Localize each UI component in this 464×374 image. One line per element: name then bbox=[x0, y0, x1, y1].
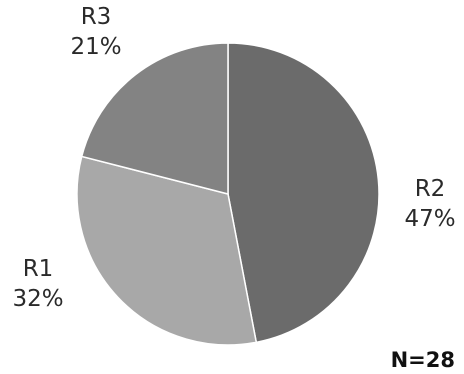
pie-slice-name-r2: R2 bbox=[415, 176, 446, 202]
pie-slice-percent-r1: 32% bbox=[12, 286, 63, 312]
pie-slice-name-r1: R1 bbox=[23, 256, 54, 282]
pie-slice-labels: R2 47% R1 32% R3 21% bbox=[12, 4, 455, 312]
pie-slice-percent-r3: 21% bbox=[70, 34, 121, 60]
pie-slice-r3 bbox=[80, 42, 229, 195]
pie-slices bbox=[76, 42, 380, 346]
pie-slice-r1 bbox=[76, 155, 258, 346]
pie-slice-percent-r2: 47% bbox=[404, 206, 455, 232]
pie-slice-name-r3: R3 bbox=[81, 4, 112, 30]
sample-size-annotation: N=28 bbox=[391, 348, 455, 372]
pie-slice-r2 bbox=[227, 42, 380, 344]
